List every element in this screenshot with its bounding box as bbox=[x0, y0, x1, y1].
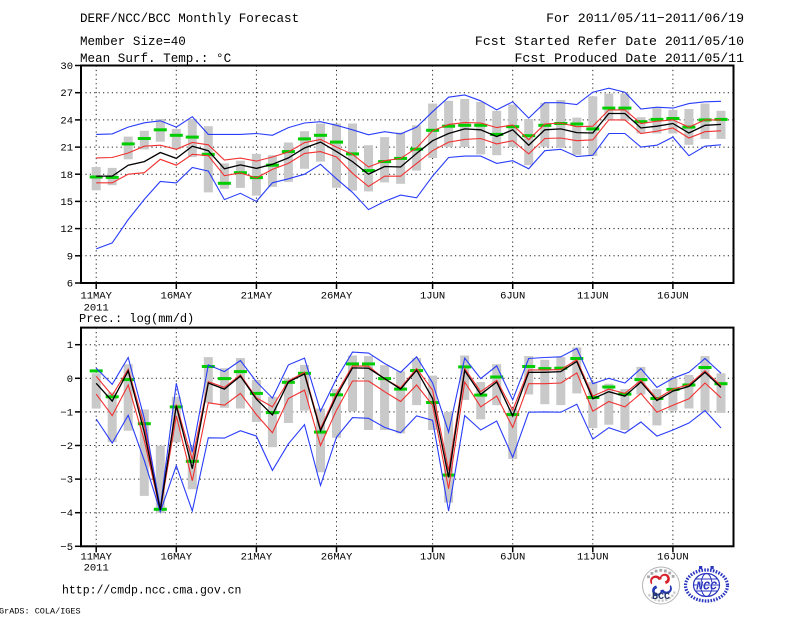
svg-text:−5: −5 bbox=[60, 542, 73, 554]
svg-text:26MAY: 26MAY bbox=[321, 552, 353, 564]
svg-text:1: 1 bbox=[67, 340, 73, 352]
svg-text:−1: −1 bbox=[60, 407, 73, 419]
svg-text:1JUN: 1JUN bbox=[420, 552, 445, 564]
svg-text:NCC: NCC bbox=[696, 581, 717, 594]
svg-text:Prec.: log(mm/d): Prec.: log(mm/d) bbox=[79, 312, 194, 326]
svg-text:1JUN: 1JUN bbox=[420, 291, 445, 303]
svg-text:16JUN: 16JUN bbox=[657, 552, 689, 564]
svg-text:DERF/NCC/BCC Monthly Forecast: DERF/NCC/BCC Monthly Forecast bbox=[80, 12, 299, 26]
svg-text:−4: −4 bbox=[60, 508, 73, 520]
svg-text:16JUN: 16JUN bbox=[657, 291, 689, 303]
svg-text:11JUN: 11JUN bbox=[577, 552, 609, 564]
svg-text:http://cmdp.ncc.cma.gov.cn: http://cmdp.ncc.cma.gov.cn bbox=[62, 585, 241, 598]
svg-text:21MAY: 21MAY bbox=[241, 291, 273, 303]
svg-text:−3: −3 bbox=[60, 475, 73, 487]
svg-text:15: 15 bbox=[60, 197, 73, 209]
svg-text:18: 18 bbox=[60, 170, 73, 182]
svg-text:24: 24 bbox=[60, 115, 73, 127]
svg-text:For 2011/05/11−2011/06/19: For 2011/05/11−2011/06/19 bbox=[546, 11, 744, 26]
svg-text:12: 12 bbox=[60, 224, 73, 236]
svg-text:9: 9 bbox=[67, 251, 73, 263]
svg-text:GrADS: COLA/IGES: GrADS: COLA/IGES bbox=[0, 607, 81, 617]
svg-text:BCC: BCC bbox=[652, 592, 670, 603]
svg-text:Fcst Produced Date 2011/05/11: Fcst Produced Date 2011/05/11 bbox=[515, 51, 745, 66]
svg-text:16MAY: 16MAY bbox=[161, 552, 193, 564]
svg-text:11MAY: 11MAY bbox=[80, 291, 112, 303]
svg-text:6JUN: 6JUN bbox=[500, 291, 525, 303]
svg-text:11MAY: 11MAY bbox=[80, 552, 112, 564]
svg-text:26MAY: 26MAY bbox=[321, 291, 353, 303]
svg-text:2011: 2011 bbox=[84, 563, 109, 575]
svg-text:21: 21 bbox=[60, 143, 73, 155]
svg-text:−2: −2 bbox=[60, 441, 73, 453]
svg-text:6JUN: 6JUN bbox=[500, 552, 525, 564]
svg-text:Member Size=40: Member Size=40 bbox=[80, 35, 186, 49]
svg-text:2011: 2011 bbox=[84, 303, 109, 315]
svg-text:27: 27 bbox=[60, 88, 73, 100]
svg-text:11JUN: 11JUN bbox=[577, 291, 609, 303]
svg-text:Fcst Started Refer Date 2011/0: Fcst Started Refer Date 2011/05/10 bbox=[475, 34, 744, 49]
svg-text:16MAY: 16MAY bbox=[161, 291, 193, 303]
svg-text:30: 30 bbox=[60, 61, 73, 73]
svg-text:Mean Surf. Temp.: °C: Mean Surf. Temp.: °C bbox=[80, 52, 232, 66]
svg-text:21MAY: 21MAY bbox=[241, 552, 273, 564]
svg-text:6: 6 bbox=[67, 279, 73, 291]
svg-text:0: 0 bbox=[67, 374, 73, 386]
